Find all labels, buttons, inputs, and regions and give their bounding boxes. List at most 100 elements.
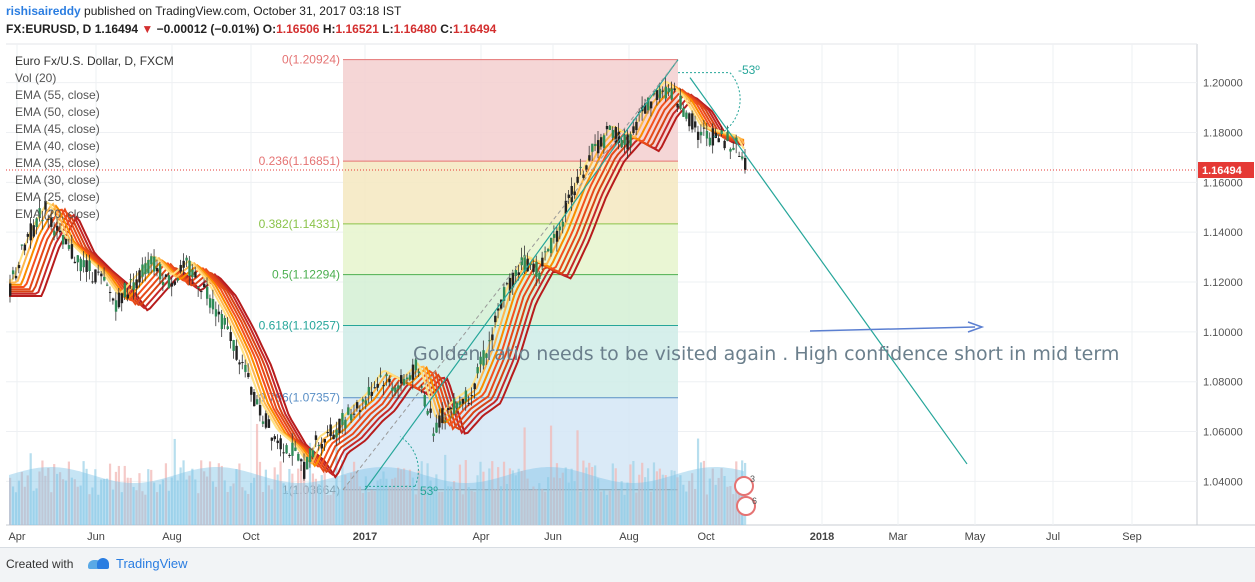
- candle-body: [147, 259, 150, 274]
- candle-body: [320, 443, 324, 449]
- candle-body: [332, 434, 335, 440]
- volume-bar: [123, 465, 126, 525]
- candle-body: [376, 383, 379, 388]
- candle-body: [708, 137, 712, 146]
- volume-bar: [297, 468, 300, 525]
- volume-bar: [385, 478, 388, 525]
- x-tick-label: 2017: [353, 531, 377, 543]
- angle-arc-top: [711, 72, 741, 138]
- candle-body: [491, 334, 494, 341]
- candle-body: [32, 225, 35, 237]
- volume-bar: [714, 484, 717, 525]
- candle-body: [67, 245, 71, 249]
- candle-body: [367, 386, 371, 396]
- volume-bar: [549, 425, 553, 525]
- candle-body: [658, 88, 662, 99]
- fib-level-label: 0.618(1.10257): [259, 318, 340, 332]
- volume-bar: [91, 487, 94, 525]
- candle-body: [423, 395, 426, 407]
- volume-bar: [594, 465, 597, 525]
- candle-body: [305, 457, 309, 470]
- candle-body: [497, 308, 500, 311]
- volume-bar: [608, 490, 611, 525]
- candle-body: [23, 244, 27, 251]
- high-value: 1.16521: [335, 22, 379, 36]
- candle-body: [311, 450, 315, 458]
- volume-bar: [644, 477, 647, 525]
- volume-bar: [350, 472, 353, 525]
- volume-bar: [220, 465, 223, 525]
- candle-body: [558, 226, 562, 231]
- volume-bar: [26, 475, 29, 525]
- candle-body: [123, 283, 127, 298]
- candle-body: [370, 391, 374, 396]
- candle-body: [100, 273, 103, 277]
- volume-bar: [411, 477, 414, 525]
- volume-bar: [482, 471, 485, 525]
- volume-bar: [150, 469, 153, 525]
- candle-body: [679, 95, 682, 109]
- candle-body: [408, 375, 412, 380]
- volume-bar: [526, 478, 529, 525]
- volume-bar: [103, 479, 106, 525]
- candle-body: [106, 284, 109, 286]
- volume-bar: [591, 467, 594, 525]
- price-chart[interactable]: 1.20000 1.18000 1.16000 1.14000 1.12000 1.100…: [0, 0, 1255, 547]
- volume-bar: [97, 494, 100, 525]
- x-tick-label: Mar: [889, 531, 908, 543]
- candle-body: [114, 300, 118, 312]
- candle-body: [303, 461, 306, 479]
- volume-bar: [285, 490, 288, 525]
- volume-bar: [676, 477, 679, 525]
- candle-body: [499, 299, 503, 309]
- published-text: published on TradingView.com, October 31…: [84, 4, 402, 18]
- volume-bar: [702, 460, 706, 525]
- y-tick-label: 1.08000: [1203, 377, 1243, 389]
- volume-bar: [314, 478, 317, 525]
- candle-body: [573, 191, 576, 196]
- candle-body: [426, 410, 429, 415]
- angle-arc-bottom: [399, 436, 419, 487]
- author-name[interactable]: rishisaireddy: [6, 4, 81, 18]
- candle-body: [35, 218, 38, 228]
- candle-body: [279, 438, 282, 450]
- candle-body: [617, 131, 620, 143]
- volume-bar: [250, 482, 253, 525]
- candle-body: [108, 292, 112, 294]
- candle-body: [85, 260, 88, 272]
- candle-body: [470, 395, 473, 397]
- volume-bar: [53, 464, 56, 525]
- volume-bar: [188, 475, 191, 525]
- open-label: O:: [262, 22, 277, 36]
- candle-body: [591, 143, 594, 152]
- volume-bar: [567, 482, 570, 525]
- candle-body: [594, 144, 597, 147]
- candle-body: [549, 237, 553, 254]
- event-badge-icon: [734, 476, 754, 496]
- volume-bar: [58, 472, 62, 525]
- tradingview-brand[interactable]: TradingView: [88, 556, 188, 571]
- volume-bar: [229, 486, 232, 525]
- candle-body: [314, 435, 318, 440]
- candle-body: [644, 103, 647, 114]
- candle-body: [438, 415, 441, 428]
- volume-bar: [652, 462, 656, 525]
- footer-bar: Created with TradingView: [0, 547, 1255, 582]
- volume-bar: [373, 491, 376, 525]
- x-tick-label: May: [965, 531, 986, 543]
- volume-bar: [564, 467, 567, 525]
- candle-body: [394, 387, 397, 393]
- low-value: 1.16480: [393, 22, 437, 36]
- candle-body: [153, 256, 156, 272]
- candle-body: [103, 276, 106, 281]
- candle-body: [53, 230, 56, 236]
- candle-body: [244, 364, 247, 372]
- candle-body: [547, 249, 550, 252]
- candle-body: [608, 125, 612, 130]
- candle-body: [482, 350, 485, 366]
- candle-body: [599, 137, 603, 147]
- candle-body: [467, 402, 471, 404]
- publish-info: rishisaireddy published on TradingView.c…: [6, 4, 401, 18]
- volume-bar: [114, 471, 118, 525]
- candle-body: [297, 453, 300, 461]
